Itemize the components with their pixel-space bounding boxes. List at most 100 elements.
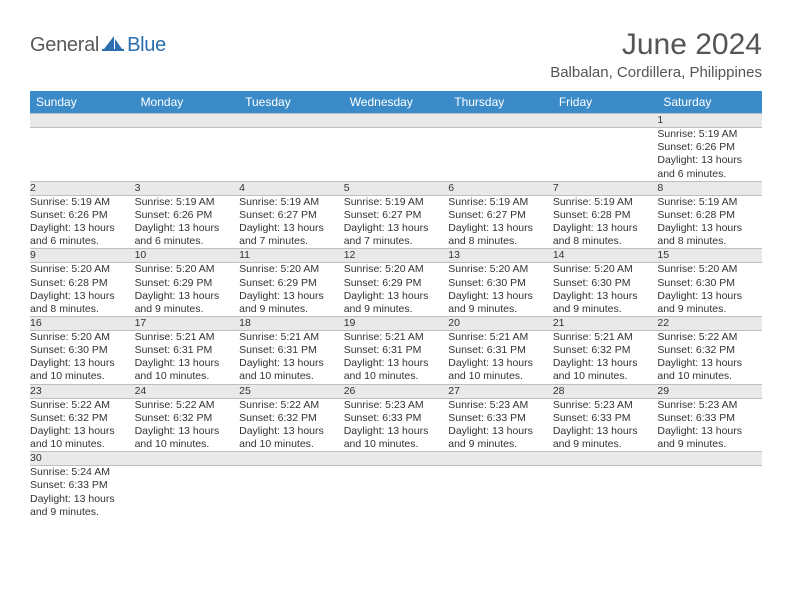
weekday-header: Friday — [553, 91, 658, 114]
sunset-line: Sunset: 6:30 PM — [657, 277, 762, 290]
day-data-cell: Sunrise: 5:19 AMSunset: 6:27 PMDaylight:… — [239, 195, 344, 249]
sunrise-line: Sunrise: 5:19 AM — [30, 196, 135, 209]
day-number-cell: 14 — [553, 249, 658, 263]
sunrise-line: Sunrise: 5:21 AM — [553, 331, 658, 344]
day-number-cell: 30 — [30, 452, 135, 466]
daylight-line-2: and 10 minutes. — [135, 438, 240, 451]
sunset-line: Sunset: 6:28 PM — [657, 209, 762, 222]
sunset-line: Sunset: 6:33 PM — [553, 412, 658, 425]
sunrise-line: Sunrise: 5:23 AM — [553, 399, 658, 412]
sunset-line: Sunset: 6:27 PM — [448, 209, 553, 222]
sunrise-line: Sunrise: 5:20 AM — [239, 263, 344, 276]
day-data-cell: Sunrise: 5:23 AMSunset: 6:33 PMDaylight:… — [344, 398, 449, 452]
sunset-line: Sunset: 6:31 PM — [448, 344, 553, 357]
daylight-line-1: Daylight: 13 hours — [344, 357, 449, 370]
day-number-row: 30 — [30, 452, 762, 466]
sunrise-line: Sunrise: 5:23 AM — [657, 399, 762, 412]
day-number-cell: 12 — [344, 249, 449, 263]
day-data-cell: Sunrise: 5:19 AMSunset: 6:27 PMDaylight:… — [344, 195, 449, 249]
sunset-line: Sunset: 6:27 PM — [344, 209, 449, 222]
day-data-cell — [448, 128, 553, 182]
daylight-line-1: Daylight: 13 hours — [657, 357, 762, 370]
sunrise-line: Sunrise: 5:20 AM — [344, 263, 449, 276]
daylight-line-2: and 6 minutes. — [30, 235, 135, 248]
day-number-cell: 23 — [30, 384, 135, 398]
day-data-cell: Sunrise: 5:22 AMSunset: 6:32 PMDaylight:… — [135, 398, 240, 452]
daylight-line-2: and 8 minutes. — [553, 235, 658, 248]
daylight-line-1: Daylight: 13 hours — [448, 357, 553, 370]
day-data-cell: Sunrise: 5:21 AMSunset: 6:32 PMDaylight:… — [553, 331, 658, 385]
daylight-line-2: and 9 minutes. — [135, 303, 240, 316]
sunset-line: Sunset: 6:26 PM — [135, 209, 240, 222]
day-data-cell: Sunrise: 5:20 AMSunset: 6:28 PMDaylight:… — [30, 263, 135, 317]
daylight-line-2: and 10 minutes. — [448, 370, 553, 383]
sunrise-line: Sunrise: 5:20 AM — [448, 263, 553, 276]
day-data-row: Sunrise: 5:19 AMSunset: 6:26 PMDaylight:… — [30, 195, 762, 249]
daylight-line-1: Daylight: 13 hours — [135, 357, 240, 370]
day-number-cell: 22 — [657, 316, 762, 330]
sunset-line: Sunset: 6:27 PM — [239, 209, 344, 222]
sunrise-line: Sunrise: 5:19 AM — [657, 128, 762, 141]
daylight-line-2: and 6 minutes. — [657, 168, 762, 181]
day-data-cell: Sunrise: 5:22 AMSunset: 6:32 PMDaylight:… — [657, 331, 762, 385]
day-data-cell: Sunrise: 5:23 AMSunset: 6:33 PMDaylight:… — [657, 398, 762, 452]
sunset-line: Sunset: 6:28 PM — [553, 209, 658, 222]
weekday-header: Wednesday — [344, 91, 449, 114]
day-number-cell: 3 — [135, 181, 240, 195]
sunrise-line: Sunrise: 5:20 AM — [657, 263, 762, 276]
sunrise-line: Sunrise: 5:21 AM — [239, 331, 344, 344]
day-data-cell — [448, 466, 553, 519]
day-data-row: Sunrise: 5:20 AMSunset: 6:28 PMDaylight:… — [30, 263, 762, 317]
daylight-line-2: and 9 minutes. — [553, 438, 658, 451]
daylight-line-2: and 10 minutes. — [239, 370, 344, 383]
weekday-header: Tuesday — [239, 91, 344, 114]
daylight-line-1: Daylight: 13 hours — [135, 290, 240, 303]
daylight-line-1: Daylight: 13 hours — [657, 222, 762, 235]
day-number-cell: 8 — [657, 181, 762, 195]
daylight-line-1: Daylight: 13 hours — [553, 425, 658, 438]
day-data-cell — [239, 466, 344, 519]
daylight-line-2: and 8 minutes. — [30, 303, 135, 316]
daylight-line-1: Daylight: 13 hours — [448, 425, 553, 438]
sunrise-line: Sunrise: 5:21 AM — [344, 331, 449, 344]
day-number-cell: 6 — [448, 181, 553, 195]
location: Balbalan, Cordillera, Philippines — [550, 64, 762, 81]
daylight-line-1: Daylight: 13 hours — [239, 425, 344, 438]
day-number-cell — [344, 452, 449, 466]
sunset-line: Sunset: 6:31 PM — [239, 344, 344, 357]
day-number-cell: 11 — [239, 249, 344, 263]
daylight-line-1: Daylight: 13 hours — [657, 290, 762, 303]
daylight-line-2: and 8 minutes. — [448, 235, 553, 248]
title-block: June 2024 Balbalan, Cordillera, Philippi… — [550, 28, 762, 81]
daylight-line-1: Daylight: 13 hours — [448, 222, 553, 235]
day-number-cell — [344, 114, 449, 128]
daylight-line-2: and 10 minutes. — [344, 370, 449, 383]
day-number-row: 9101112131415 — [30, 249, 762, 263]
day-data-cell: Sunrise: 5:19 AMSunset: 6:28 PMDaylight:… — [657, 195, 762, 249]
day-number-cell: 17 — [135, 316, 240, 330]
day-data-cell: Sunrise: 5:20 AMSunset: 6:30 PMDaylight:… — [448, 263, 553, 317]
day-number-row: 1 — [30, 114, 762, 128]
weekday-header: Sunday — [30, 91, 135, 114]
daylight-line-1: Daylight: 13 hours — [30, 222, 135, 235]
daylight-line-2: and 9 minutes. — [553, 303, 658, 316]
daylight-line-2: and 10 minutes. — [553, 370, 658, 383]
header: General Blue June 2024 Balbalan, Cordill… — [30, 28, 762, 81]
brand-logo: General Blue — [30, 34, 166, 57]
sunset-line: Sunset: 6:32 PM — [553, 344, 658, 357]
weekday-header: Thursday — [448, 91, 553, 114]
sunset-line: Sunset: 6:33 PM — [657, 412, 762, 425]
day-number-cell: 1 — [657, 114, 762, 128]
day-data-cell: Sunrise: 5:24 AMSunset: 6:33 PMDaylight:… — [30, 466, 135, 519]
daylight-line-2: and 10 minutes. — [657, 370, 762, 383]
calendar-table: Sunday Monday Tuesday Wednesday Thursday… — [30, 91, 762, 519]
daylight-line-1: Daylight: 13 hours — [30, 425, 135, 438]
day-number-cell: 19 — [344, 316, 449, 330]
daylight-line-1: Daylight: 13 hours — [135, 222, 240, 235]
day-number-cell: 13 — [448, 249, 553, 263]
day-number-cell: 4 — [239, 181, 344, 195]
day-data-cell: Sunrise: 5:21 AMSunset: 6:31 PMDaylight:… — [239, 331, 344, 385]
day-number-cell — [553, 452, 658, 466]
daylight-line-2: and 6 minutes. — [135, 235, 240, 248]
day-number-cell: 20 — [448, 316, 553, 330]
